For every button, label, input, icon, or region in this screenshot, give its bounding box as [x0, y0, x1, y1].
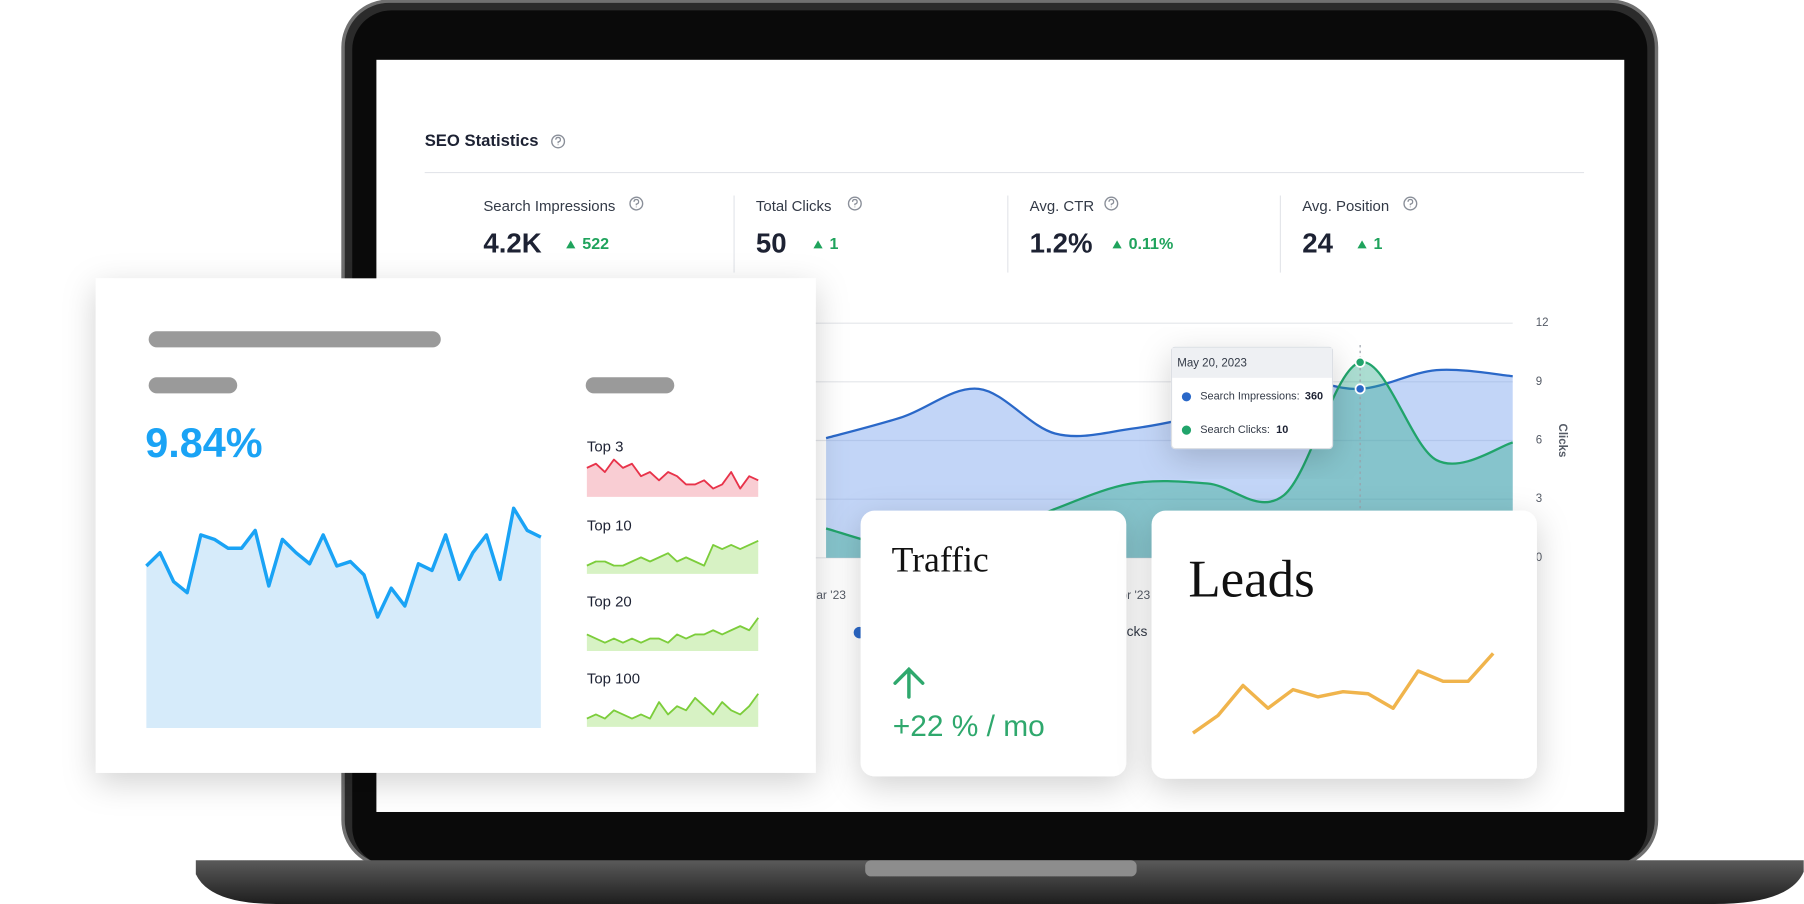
help-glyph — [1108, 198, 1115, 208]
placeholder-bar — [585, 377, 675, 394]
tooltip-point — [1354, 356, 1366, 368]
metric-change: 0.11% — [1129, 235, 1174, 253]
leads-title: Leads — [1188, 550, 1314, 608]
tooltip-value: 10 — [1276, 424, 1288, 436]
help-icon — [629, 196, 644, 211]
y2-tick-label: 6 — [1536, 435, 1542, 447]
section-title: SEO Statistics — [425, 131, 539, 150]
change-arrow — [566, 240, 576, 249]
sparkline — [1191, 652, 1495, 735]
ranking-label: Top 3 — [587, 438, 624, 455]
help-glyph — [851, 198, 858, 208]
ranking-label: Top 100 — [587, 671, 640, 688]
sparkline-area — [586, 617, 759, 651]
ranking-label: Top 10 — [587, 518, 632, 535]
sparkline — [586, 539, 759, 567]
sparkline — [586, 458, 759, 490]
tooltip-label: Search Impressions: — [1200, 391, 1299, 403]
tooltip-swatch — [1181, 392, 1192, 402]
change-arrow — [1112, 240, 1122, 249]
tooltip-title: May 20, 2023 — [1177, 357, 1247, 369]
y2-tick-label: 9 — [1536, 376, 1542, 388]
traffic-title: Traffic — [892, 540, 989, 580]
tooltip-swatch — [1181, 425, 1192, 435]
leads-card — [1151, 510, 1537, 779]
sparkline-area — [146, 508, 541, 729]
series-line — [825, 368, 1513, 440]
sparkline — [586, 693, 759, 720]
help-glyph — [555, 136, 562, 146]
traffic-card — [860, 510, 1127, 777]
traffic-change: +22 % / mo — [893, 710, 1045, 743]
dashboard: SEO Statistics — [425, 131, 1585, 174]
metric-value: 1.2% — [1030, 227, 1093, 258]
help-icon — [1403, 196, 1418, 211]
metric-change: 1 — [1374, 235, 1383, 253]
help-icon — [551, 134, 566, 149]
metric-value: 4.2K — [483, 227, 541, 258]
metric-value: 50 — [756, 227, 787, 258]
y2-axis-label: Clicks — [1556, 424, 1568, 458]
tooltip-point — [1354, 383, 1366, 395]
tooltip-header — [1172, 347, 1332, 378]
metric-label: Avg. CTR — [1030, 198, 1095, 215]
y2-tick-label: 3 — [1536, 493, 1542, 505]
laptop-notch — [865, 860, 1137, 877]
laptop-base — [195, 860, 1804, 904]
series-area — [826, 362, 1513, 558]
help-icon — [847, 196, 862, 211]
metric-label: Total Clicks — [756, 198, 832, 215]
help-glyph — [1407, 198, 1414, 208]
metric-change: 522 — [582, 235, 609, 253]
tooltip-label: Search Clicks: — [1200, 424, 1270, 436]
x-tick-label: Mar '23 — [806, 588, 846, 602]
change-arrow — [813, 240, 823, 249]
placeholder-bar — [148, 377, 238, 394]
sparkline — [586, 617, 759, 644]
sparkline-area — [586, 459, 759, 497]
tooltip-value: 360 — [1305, 391, 1323, 403]
metric-value: 24 — [1302, 227, 1333, 258]
y2-tick-label: 0 — [1536, 552, 1542, 564]
change-arrow — [1357, 240, 1367, 249]
metric-label: Avg. Position — [1302, 198, 1389, 215]
y2-tick-label: 12 — [1536, 317, 1549, 329]
metric-change: 1 — [830, 235, 839, 253]
help-icon — [1104, 196, 1119, 211]
up-arrow — [893, 666, 925, 699]
ranking-label: Top 20 — [587, 594, 632, 611]
sparkline — [145, 506, 542, 619]
rank-value: 9.84% — [145, 420, 262, 466]
placeholder-bar — [148, 331, 441, 348]
metric-label: Search Impressions — [483, 198, 615, 215]
help-glyph — [633, 198, 640, 208]
